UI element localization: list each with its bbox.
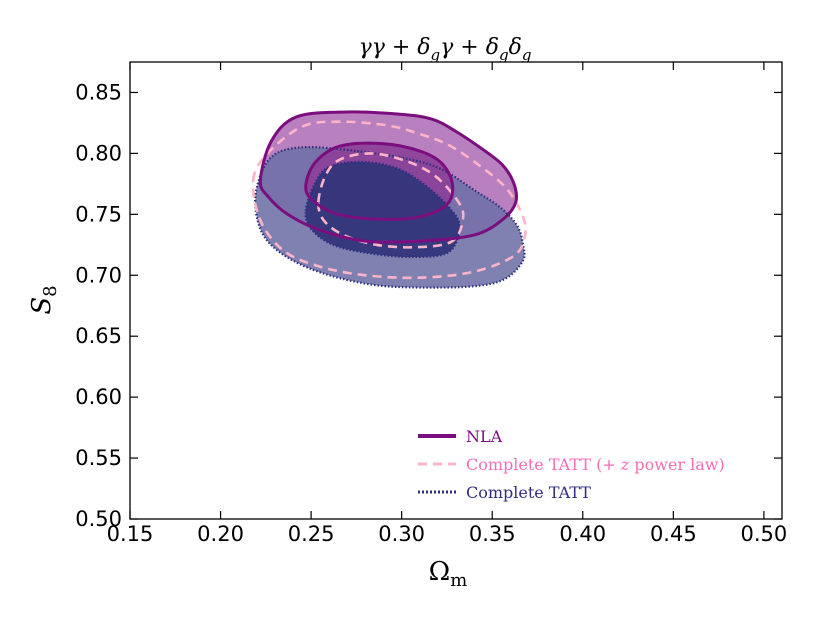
legend-label-tatt: Complete TATT <box>466 483 591 502</box>
contours-layer <box>251 110 527 289</box>
legend-label-tatt-power-law: Complete TATT (+ z power law) <box>466 455 725 474</box>
nla-95-outline <box>258 110 519 244</box>
y-tick-label: 0.50 <box>75 507 122 531</box>
y-tick-label: 0.60 <box>75 385 122 409</box>
y-tick-label: 0.80 <box>75 141 122 165</box>
tatt-pl-68-outline <box>317 152 465 249</box>
tatt-95-outline <box>254 145 526 289</box>
y-tick-label: 0.55 <box>75 446 122 470</box>
x-tick-label: 0.35 <box>469 522 516 546</box>
tatt-68-fill <box>305 161 460 258</box>
axis-ticks: 0.15 0.20 0.25 0.30 0.35 0.40 0.45 0.50 0.50 0.55… <box>75 62 787 546</box>
x-tick-label: 0.30 <box>378 522 425 546</box>
x-axis-title: Ωm <box>429 557 468 591</box>
chart-title: γγ + δgγ + δgδg <box>359 35 532 64</box>
y-tick-label: 0.85 <box>75 80 122 104</box>
y-axis-title: S8 <box>27 285 61 314</box>
plot-frame <box>129 61 783 520</box>
y-tick-label: 0.75 <box>75 202 122 226</box>
tatt-pl-95-outline <box>251 120 527 280</box>
x-tick-label: 0.20 <box>197 522 244 546</box>
x-tick-label: 0.25 <box>288 522 335 546</box>
x-tick-label: 0.15 <box>107 522 154 546</box>
y-tick-label: 0.70 <box>75 263 122 287</box>
x-tick-label: 0.45 <box>650 522 697 546</box>
x-tick-label: 0.40 <box>559 522 606 546</box>
x-tick-label: 0.50 <box>741 522 788 546</box>
nla-68-outline <box>304 141 455 221</box>
y-tick-label: 0.65 <box>75 324 122 348</box>
legend-label-nla: NLA <box>466 427 503 446</box>
legend: NLA Complete TATT (+ z power law) Comple… <box>418 427 725 502</box>
